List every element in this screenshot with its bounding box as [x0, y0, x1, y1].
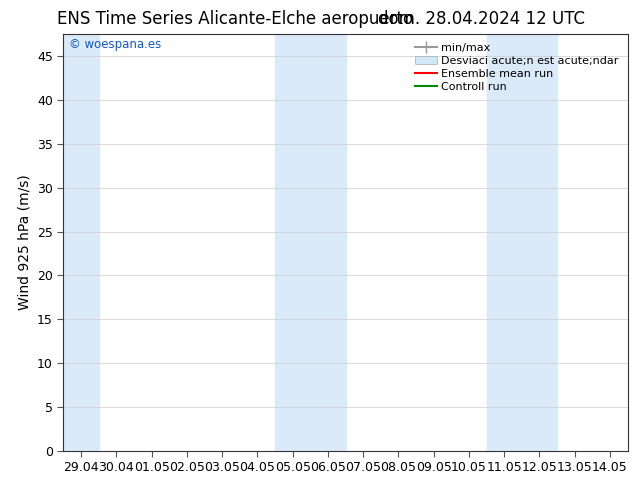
Text: dom. 28.04.2024 12 UTC: dom. 28.04.2024 12 UTC — [378, 10, 585, 28]
Bar — [487, 34, 557, 451]
Text: © woespana.es: © woespana.es — [69, 38, 161, 51]
Y-axis label: Wind 925 hPa (m/s): Wind 925 hPa (m/s) — [18, 174, 32, 311]
Bar — [63, 34, 99, 451]
Bar — [275, 34, 346, 451]
Legend: min/max, Desviaci acute;n est acute;ndar, Ensemble mean run, Controll run: min/max, Desviaci acute;n est acute;ndar… — [411, 40, 622, 95]
Text: ENS Time Series Alicante-Elche aeropuerto: ENS Time Series Alicante-Elche aeropuert… — [56, 10, 413, 28]
